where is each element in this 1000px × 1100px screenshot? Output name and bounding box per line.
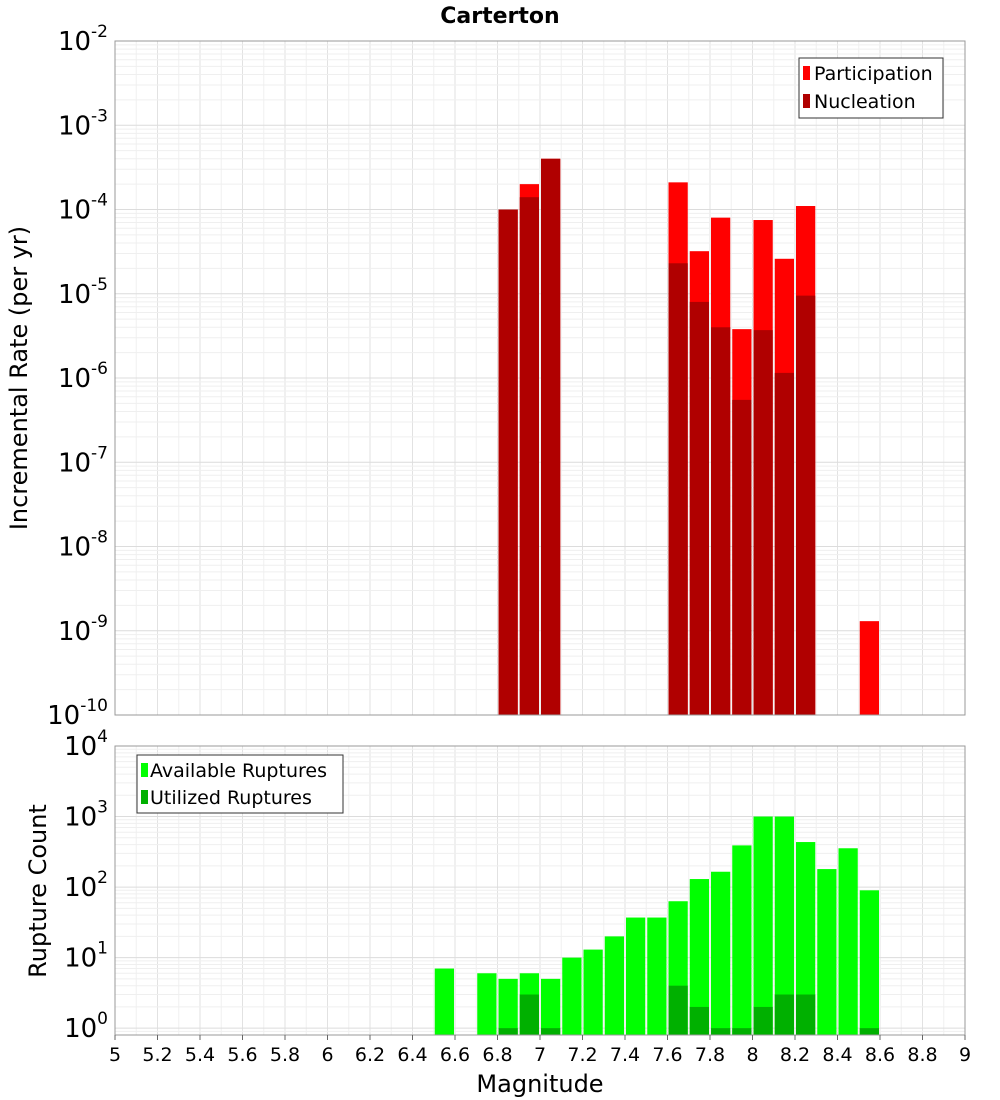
y-tick-label: 10-8	[58, 528, 108, 563]
count-bar-s1	[796, 994, 816, 1035]
count-bar-s1	[541, 1028, 561, 1035]
y-tick-label: 10-7	[58, 443, 108, 478]
x-tick-label: 6.4	[397, 1044, 427, 1066]
legend-label-participation: Participation	[814, 63, 933, 85]
x-tick-label: 6.8	[482, 1044, 512, 1066]
count-bar-s1	[859, 1028, 879, 1035]
x-tick-label: 7	[534, 1044, 546, 1066]
y-tick-label: 10-2	[58, 22, 108, 57]
rate-bar-s1	[541, 158, 561, 716]
y-tick-label: 102	[64, 868, 108, 903]
count-bar-s0	[583, 949, 603, 1035]
x-ticks: 5 5.2 5.4 5.6 5.8 6 6.2 6.4 6.6 6.8 7 7.2 7.4 7.6 7.8 8…	[109, 1035, 971, 1066]
y-tick-label: 10-3	[58, 106, 108, 141]
count-bar-s0	[647, 917, 667, 1035]
count-bar-s1	[711, 1028, 731, 1035]
legend-swatch-available-ruptures	[141, 763, 148, 777]
x-tick-label: 6.2	[355, 1044, 385, 1066]
y-tick-label: 100	[64, 1009, 108, 1044]
rate-bar-s1	[732, 399, 752, 715]
rate-bar-s1	[774, 372, 794, 715]
count-bar-s1	[774, 994, 794, 1035]
rate-bar-s0	[859, 621, 879, 715]
bottom-legend-box	[136, 754, 344, 814]
count-bar-s0	[498, 978, 518, 1035]
top-legend: Participation Nucleation	[798, 57, 944, 119]
count-bar-s0	[859, 890, 879, 1035]
count-bar-s1	[689, 1006, 709, 1035]
legend-label-utilized-ruptures: Utilized Ruptures	[150, 787, 312, 809]
y-tick-label: 10-6	[58, 359, 108, 394]
count-bar-s0	[838, 848, 858, 1035]
legend-swatch-utilized-ruptures	[141, 790, 148, 804]
count-bar-s0	[689, 879, 709, 1035]
x-tick-label: 6.6	[440, 1044, 470, 1066]
legend-swatch-nucleation	[803, 94, 810, 108]
count-bar-s0	[604, 936, 624, 1035]
rate-bar-s1	[498, 209, 518, 715]
count-bar-s0	[562, 957, 582, 1035]
x-tick-label: 7.4	[610, 1044, 640, 1066]
x-tick-label: 8.2	[780, 1044, 810, 1066]
rate-bar-s1	[796, 295, 816, 715]
x-axis-label: Magnitude	[476, 1070, 603, 1098]
top-panel-bars	[498, 158, 879, 716]
x-tick-label: 5	[109, 1044, 121, 1066]
y-tick-label: 10-10	[47, 696, 108, 731]
count-bar-s0	[434, 968, 454, 1035]
y-tick-label: 103	[64, 798, 108, 833]
x-tick-label: 7.2	[567, 1044, 597, 1066]
x-tick-label: 6	[321, 1044, 333, 1066]
count-bar-s0	[732, 845, 752, 1035]
y-tick-label: 101	[64, 939, 108, 974]
rate-bar-s1	[668, 263, 688, 715]
legend-label-available-ruptures: Available Ruptures	[150, 760, 327, 782]
x-tick-label: 8.6	[865, 1044, 895, 1066]
top-plot-frame	[114, 40, 966, 716]
legend-label-nucleation: Nucleation	[814, 91, 916, 113]
rate-bar-s1	[753, 330, 773, 715]
rate-bar-s1	[519, 197, 539, 715]
count-bar-s1	[668, 985, 688, 1035]
count-bar-s0	[541, 978, 561, 1035]
count-bar-s1	[753, 1006, 773, 1035]
x-tick-label: 7.8	[695, 1044, 725, 1066]
rate-bar-s1	[711, 327, 731, 715]
x-tick-label: 5.8	[270, 1044, 300, 1066]
y-tick-label: 10-9	[58, 612, 108, 647]
count-bar-s0	[711, 871, 731, 1035]
bottom-y-axis-label: Rupture Count	[24, 804, 52, 978]
rate-bar-s1	[689, 301, 709, 715]
x-tick-label: 5.2	[142, 1044, 172, 1066]
count-bar-s1	[732, 1028, 752, 1035]
count-bar-s0	[477, 973, 497, 1035]
x-tick-label: 5.4	[185, 1044, 215, 1066]
x-tick-label: 7.6	[652, 1044, 682, 1066]
top-legend-box	[798, 57, 944, 119]
count-bar-s1	[519, 994, 539, 1035]
x-tick-label: 8.8	[907, 1044, 937, 1066]
top-y-ticks: 10-10 10-9 10-8 10-7 10-6 10-5 10-4 10-3 10-2	[47, 22, 108, 731]
bottom-legend: Available Ruptures Utilized Ruptures	[136, 754, 344, 814]
legend-swatch-participation	[803, 66, 810, 80]
y-tick-label: 10-4	[58, 191, 108, 226]
x-tick-label: 8	[746, 1044, 758, 1066]
y-tick-label: 10-5	[58, 275, 108, 310]
bottom-y-ticks: 100 101 102 103 104	[64, 727, 108, 1044]
count-bar-s0	[626, 917, 646, 1035]
x-tick-label: 5.6	[227, 1044, 257, 1066]
count-bar-s0	[817, 869, 837, 1035]
x-tick-label: 8.4	[822, 1044, 852, 1066]
x-tick-label: 9	[959, 1044, 971, 1066]
count-bar-s0	[774, 816, 794, 1035]
bottom-panel-bars	[434, 816, 879, 1035]
count-bar-s1	[498, 1028, 518, 1035]
y-tick-label: 104	[64, 727, 108, 762]
top-y-axis-label: Incremental Rate (per yr)	[5, 226, 33, 530]
chart-title: Carterton	[440, 4, 559, 29]
count-bar-s0	[753, 816, 773, 1035]
top-panel-grid	[114, 40, 966, 716]
count-bar-s0	[796, 842, 816, 1035]
